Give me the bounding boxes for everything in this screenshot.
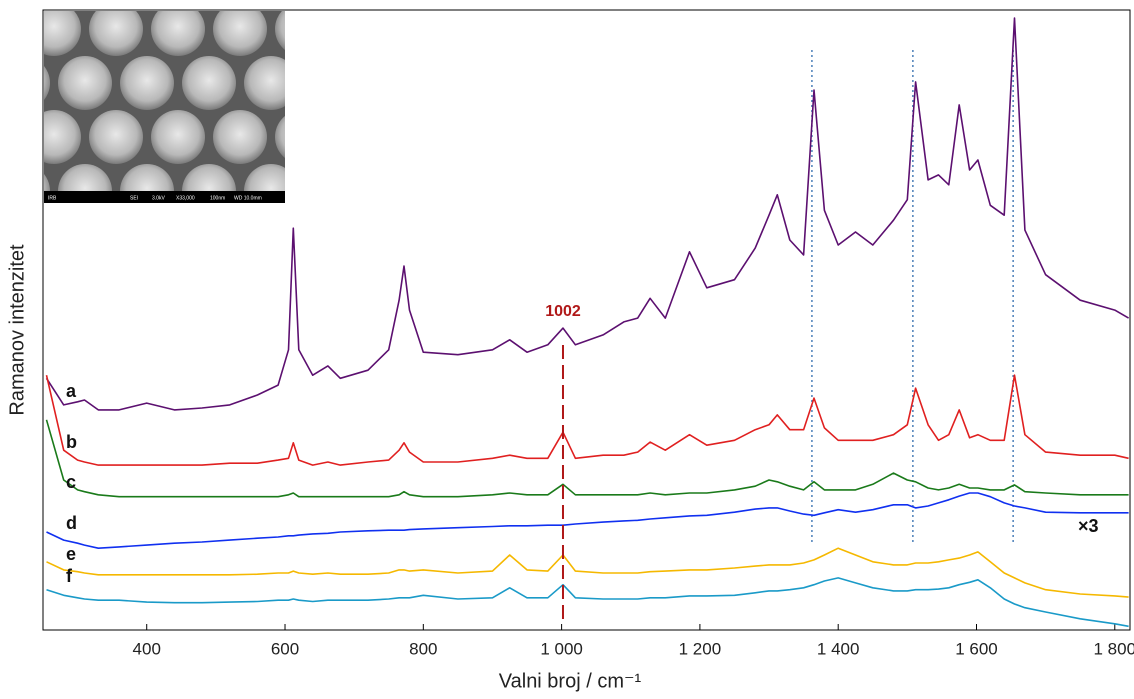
x-tick-label: 1 000 (540, 639, 583, 658)
inset-sphere (89, 110, 143, 164)
inset-sphere (44, 11, 81, 56)
spectrum-line (46, 492, 1129, 549)
x-tick-label: 800 (409, 639, 437, 658)
inset-sphere (213, 11, 267, 56)
spectrum-line (45, 419, 1129, 498)
marker-label: 1002 (545, 303, 581, 320)
inset-sphere (182, 0, 236, 2)
series-label: b (66, 432, 77, 452)
inset-caption: SEI (130, 195, 138, 201)
x-tick-label: 1 400 (817, 639, 860, 658)
inset-sphere (27, 218, 81, 272)
sem-inset: IRB SEI 3.0kV X33,000 100nm WD 10.0mm (0, 0, 422, 272)
series-label: d (66, 513, 77, 533)
inset-sphere (213, 218, 267, 272)
scale-annotation: ×3 (1078, 516, 1099, 536)
x-axis-label: Valni broj / cm⁻¹ (499, 670, 642, 692)
inset-caption: WD 10.0mm (234, 195, 262, 201)
inset-sphere (44, 110, 81, 164)
x-tick-label: 400 (133, 639, 161, 658)
inset-sphere (306, 0, 360, 2)
x-tick-label: 1 800 (1094, 639, 1134, 658)
inset-sphere (89, 218, 143, 272)
inset-caption: 3.0kV (152, 195, 165, 201)
series-label: e (66, 544, 76, 564)
inset-sphere (120, 56, 174, 110)
x-tick-label: 600 (271, 639, 299, 658)
inset-sphere (0, 110, 19, 164)
spectrum-line (45, 17, 1130, 411)
inset-sphere (0, 2, 19, 56)
inset-sphere (182, 56, 236, 110)
inset-sphere (151, 218, 205, 272)
inset-sphere (275, 11, 285, 50)
inset-sphere (151, 11, 205, 56)
inset-caption: 100nm (210, 195, 225, 201)
inset-sphere (306, 164, 360, 218)
inset-sphere (275, 218, 329, 272)
inset-sphere (306, 56, 360, 110)
y-axis-label: Ramanov intenzitet (6, 244, 28, 416)
inset-sphere (244, 0, 298, 2)
spectrum-line (46, 577, 1129, 628)
series-label: f (66, 566, 73, 586)
inset-sphere (151, 110, 205, 164)
inset-sphere (368, 0, 422, 2)
plot-frame (42, 9, 1131, 631)
inset-sphere (337, 218, 391, 272)
inset-sphere (120, 0, 174, 2)
inset-sphere (0, 0, 50, 2)
inset-caption: IRB (48, 195, 57, 201)
x-tick-label: 1 200 (679, 639, 722, 658)
inset-sphere (368, 164, 422, 218)
inset-sphere (58, 56, 112, 110)
inset-sphere (89, 11, 143, 56)
inset-sphere (213, 110, 267, 164)
x-tick-label: 1 600 (955, 639, 998, 658)
inset-caption-bar (44, 191, 285, 203)
inset-sphere (275, 116, 285, 158)
inset-sphere (368, 56, 422, 110)
series-label: c (66, 472, 76, 492)
inset-sphere (337, 110, 391, 164)
inset-sphere (244, 56, 285, 110)
inset-sphere (58, 0, 112, 2)
inset-sphere (44, 66, 50, 100)
series-label: a (66, 381, 77, 401)
inset-caption: X33,000 (176, 195, 195, 201)
spectrum-line (45, 374, 1129, 466)
spectrum-line (46, 547, 1129, 598)
